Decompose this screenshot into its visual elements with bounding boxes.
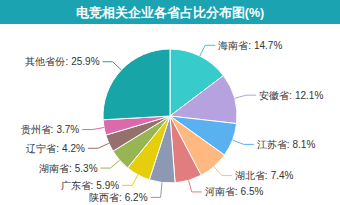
label-category: 江苏省: (257, 139, 290, 150)
data-label: 安徽省:12.1% (259, 90, 323, 101)
leader-line (122, 175, 138, 186)
data-label: 湖南省:5.3% (39, 163, 98, 174)
label-category: 其他省份: (25, 56, 68, 67)
data-label: 辽宁省:4.2% (26, 143, 85, 154)
leader-line (88, 143, 109, 148)
leader-line (214, 167, 232, 176)
leader-line (101, 160, 120, 168)
leader-line (82, 128, 104, 130)
label-value: 4.2% (62, 143, 85, 154)
data-labels: 海南省:14.7%安徽省:12.1%江苏省:8.1%湖北省:7.4%河南省:6.… (21, 40, 324, 203)
data-label: 海南省:14.7% (218, 40, 282, 51)
label-value: 3.7% (56, 124, 79, 135)
label-value: 12.1% (295, 90, 323, 101)
title-bar (0, 0, 340, 24)
title: 电竞相关企业各省占比分布图(%) (76, 5, 264, 20)
label-category: 广东省: (61, 180, 94, 191)
label-value: 8.1% (293, 139, 316, 150)
data-label: 江苏省:8.1% (257, 139, 316, 150)
leader-line (233, 140, 254, 144)
label-value: 6.2% (125, 192, 148, 203)
leader-line (200, 45, 215, 56)
label-category: 湖南省: (39, 163, 72, 174)
leader-line (235, 95, 257, 98)
slice (170, 76, 237, 124)
label-category: 贵州省: (21, 124, 54, 135)
chart: 电竞相关企业各省占比分布图(%) 海南省:14.7% 安徽省:12.1% 江苏省:8.… (0, 0, 340, 205)
label-category: 辽宁省: (26, 143, 59, 154)
leader-line (103, 62, 122, 70)
label-value: 14.7% (254, 40, 282, 51)
label-category: 海南省: (218, 40, 251, 51)
label-category: 陕西省: (89, 192, 122, 203)
leader-line (188, 180, 201, 192)
slice (103, 49, 170, 120)
label-value: 5.9% (96, 180, 119, 191)
data-label: 湖北省:7.4% (235, 170, 294, 181)
label-category: 安徽省: (259, 90, 292, 101)
label-value: 7.4% (271, 170, 294, 181)
label-value: 5.3% (75, 163, 98, 174)
data-label: 陕西省:6.2% (89, 192, 148, 203)
data-label: 贵州省:3.7% (21, 124, 80, 135)
data-label: 其他省份:25.9% (25, 56, 99, 67)
leader-line (151, 183, 162, 198)
label-value: 6.5% (241, 186, 264, 197)
data-label: 河南省:6.5% (205, 186, 264, 197)
label-category: 河南省: (205, 186, 238, 197)
label-value: 25.9% (71, 56, 99, 67)
slices (103, 49, 237, 183)
label-category: 湖北省: (235, 170, 268, 181)
data-label: 广东省:5.9% (61, 180, 120, 191)
